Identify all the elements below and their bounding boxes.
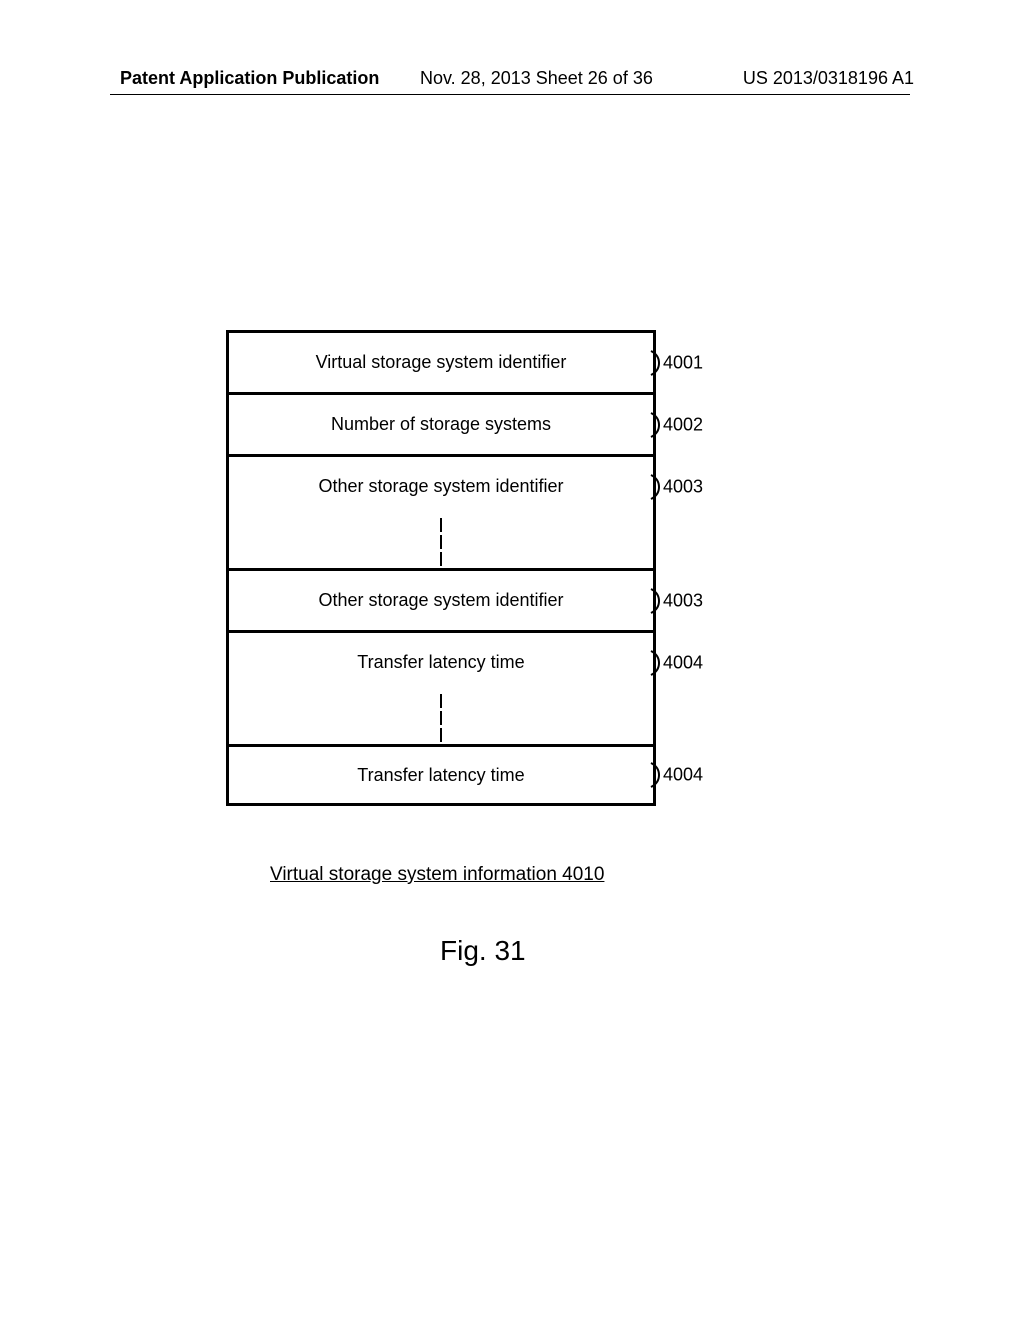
table-row: Other storage system identifier 4003 (226, 568, 656, 630)
reference-bracket-icon (649, 411, 663, 439)
table-row: Transfer latency time 4004 (226, 744, 656, 806)
figure-caption: Virtual storage system information 4010 (270, 864, 604, 886)
page-header: Patent Application Publication Nov. 28, … (0, 68, 1024, 89)
reference-number: 4001 (663, 352, 703, 373)
table-row: Transfer latency time 4004 (226, 630, 656, 692)
reference-bracket-icon (649, 587, 663, 615)
reference-bracket-icon (649, 349, 663, 377)
header-center: Nov. 28, 2013 Sheet 26 of 36 (420, 68, 653, 89)
cell-text: Virtual storage system identifier (316, 352, 567, 373)
ellipsis-spacer (226, 692, 656, 744)
figure-number: Fig. 31 (440, 935, 526, 967)
reference-number: 4003 (663, 590, 703, 611)
header-right: US 2013/0318196 A1 (743, 68, 914, 89)
reference-bracket-icon (649, 473, 663, 501)
cell-text: Other storage system identifier (318, 476, 563, 497)
table-row: Number of storage systems 4002 (226, 392, 656, 454)
cell-text: Number of storage systems (331, 414, 551, 435)
diagram-box: Virtual storage system identifier 4001 N… (226, 330, 656, 806)
header-left: Patent Application Publication (120, 68, 379, 89)
reference-bracket-icon (649, 761, 663, 789)
vertical-ellipsis-icon (440, 516, 442, 568)
vertical-ellipsis-icon (440, 692, 442, 744)
reference-bracket-icon (649, 649, 663, 677)
reference-number: 4003 (663, 476, 703, 497)
cell-text: Transfer latency time (357, 765, 524, 786)
table-row: Other storage system identifier 4003 (226, 454, 656, 516)
header-rule (110, 94, 910, 95)
reference-number: 4004 (663, 652, 703, 673)
ellipsis-spacer (226, 516, 656, 568)
cell-text: Other storage system identifier (318, 590, 563, 611)
table-row: Virtual storage system identifier 4001 (226, 330, 656, 392)
reference-number: 4004 (663, 765, 703, 786)
reference-number: 4002 (663, 414, 703, 435)
cell-text: Transfer latency time (357, 652, 524, 673)
